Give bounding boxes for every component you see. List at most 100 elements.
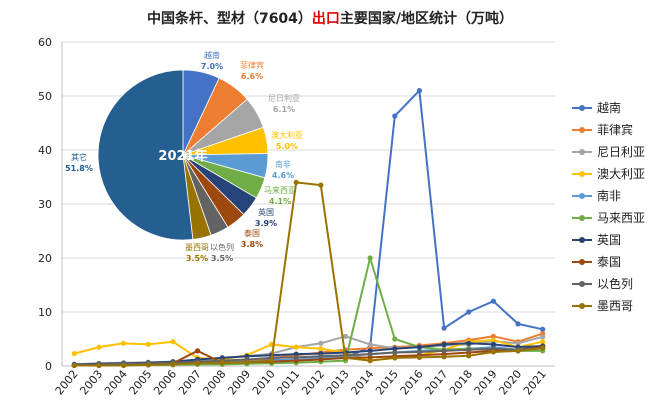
- data-point: [194, 360, 201, 366]
- data-point: [466, 309, 472, 315]
- data-point: [441, 348, 447, 354]
- data-point: [293, 179, 299, 185]
- title-part-0: 中国条杆、型材（7604）: [147, 10, 312, 27]
- data-point: [490, 341, 496, 347]
- pie-label-pct: 51.8%: [65, 164, 93, 173]
- data-point: [466, 347, 472, 353]
- y-tick-label: 10: [38, 306, 52, 319]
- data-point: [219, 360, 225, 366]
- y-tick-label: 0: [45, 360, 52, 373]
- x-tick-label: 2016: [398, 368, 426, 398]
- legend-item-越南: 越南: [572, 100, 621, 115]
- data-point: [540, 334, 546, 340]
- data-point: [367, 255, 373, 261]
- legend-swatch-marker: [579, 105, 585, 111]
- x-tick-label: 2018: [447, 368, 475, 398]
- data-point: [367, 351, 373, 357]
- x-tick-label: 2005: [127, 368, 155, 398]
- data-point: [416, 88, 423, 94]
- x-tick-label: 2006: [151, 368, 179, 398]
- data-point: [515, 348, 521, 354]
- data-point: [392, 113, 398, 119]
- pie-label-name: 以色列: [210, 242, 234, 252]
- data-point: [540, 345, 546, 351]
- legend-swatch-marker: [579, 237, 585, 243]
- pie-center-label: 2021年: [158, 148, 207, 164]
- data-point: [145, 362, 151, 368]
- pie-slice-其它: [97, 69, 194, 241]
- data-point: [170, 339, 176, 345]
- data-point: [145, 341, 151, 347]
- legend-label: 以色列: [597, 277, 633, 291]
- data-point: [170, 361, 176, 367]
- pie-label-pct: 6.1%: [273, 105, 295, 114]
- legend-label: 马来西亚: [597, 211, 645, 225]
- pie-label-name: 越南: [204, 50, 220, 60]
- legend-item-尼日利亚: 尼日利亚: [572, 145, 645, 159]
- pie-label-name: 其它: [71, 152, 87, 162]
- pie-label-name: 马来西亚: [264, 186, 296, 195]
- legend-item-南非: 南非: [572, 188, 621, 203]
- pie-label-pct: 5.0%: [276, 142, 298, 151]
- x-tick-label: 2020: [496, 368, 524, 398]
- series-line-以色列: [74, 347, 543, 366]
- data-point: [441, 354, 447, 360]
- series-墨西哥: [71, 179, 546, 369]
- legend-item-泰国: 泰国: [572, 255, 621, 269]
- data-point: [318, 182, 324, 188]
- y-tick-label: 30: [38, 198, 52, 211]
- legend-swatch-marker: [579, 127, 585, 133]
- data-point: [466, 340, 472, 346]
- legend-label: 尼日利亚: [597, 145, 645, 159]
- data-point: [392, 349, 398, 356]
- data-point: [121, 340, 127, 346]
- x-tick-label: 2009: [225, 368, 253, 398]
- data-point: [515, 340, 521, 346]
- data-point: [194, 348, 201, 354]
- data-point: [71, 350, 77, 357]
- data-point: [490, 298, 496, 304]
- legend-item-英国: 英国: [572, 233, 621, 247]
- legend-item-以色列: 以色列: [572, 277, 633, 291]
- data-point: [441, 325, 447, 331]
- data-point: [416, 349, 423, 355]
- x-tick-label: 2010: [250, 368, 278, 398]
- chart-title: 中国条杆、型材（7604）出口主要国家/地区统计（万吨）: [147, 10, 513, 27]
- data-point: [392, 346, 398, 352]
- legend-item-澳大利亚: 澳大利亚: [572, 167, 645, 181]
- pie-label-name: 泰国: [244, 228, 260, 238]
- data-point: [490, 349, 496, 355]
- pie-label-pct: 3.9%: [255, 219, 277, 228]
- x-tick-label: 2002: [53, 368, 81, 398]
- x-tick-label: 2011: [275, 368, 303, 398]
- pie-label-name: 南非: [275, 159, 291, 169]
- data-point: [540, 326, 546, 332]
- data-point: [342, 355, 349, 361]
- legend-swatch-marker: [579, 281, 585, 287]
- legend-item-墨西哥: 墨西哥: [572, 299, 633, 313]
- pie-label-pct: 6.6%: [241, 72, 263, 81]
- pie-label-pct: 3.5%: [186, 254, 208, 263]
- data-point: [392, 336, 398, 342]
- data-point: [71, 362, 77, 369]
- y-tick-label: 60: [38, 36, 52, 49]
- data-point: [121, 362, 127, 369]
- legend-swatch-marker: [579, 149, 585, 155]
- legend-swatch-marker: [579, 215, 585, 221]
- legend-item-菲律宾: 菲律宾: [572, 122, 633, 137]
- pie-label-pct: 3.8%: [241, 240, 263, 249]
- title-part-2: 主要国家/地区统计（万吨）: [340, 10, 513, 27]
- pie-label-pct: 7.0%: [201, 62, 223, 71]
- pie-label-name: 澳大利亚: [271, 130, 303, 140]
- pie-label-name: 尼日利亚: [268, 93, 300, 103]
- legend-label: 英国: [597, 233, 621, 247]
- data-point: [293, 344, 299, 350]
- data-point: [367, 341, 373, 347]
- data-point: [416, 344, 423, 350]
- x-tick-label: 2012: [299, 368, 327, 398]
- pie-label-pct: 4.6%: [272, 171, 294, 180]
- x-tick-label: 2013: [324, 368, 352, 398]
- legend-label: 南非: [597, 188, 621, 203]
- data-point: [490, 333, 496, 339]
- data-point: [540, 339, 546, 345]
